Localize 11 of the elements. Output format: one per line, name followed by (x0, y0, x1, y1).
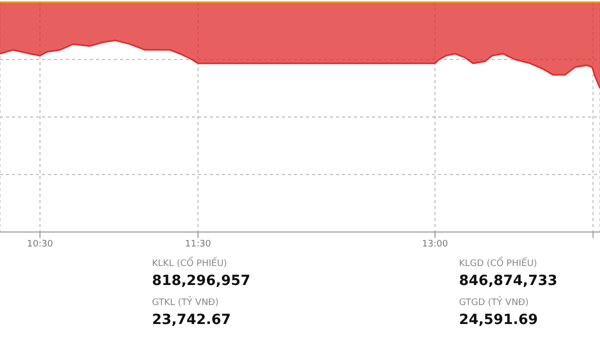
text: GTGD (TỶ VNĐ) (459, 297, 530, 310)
text: 818,296,957 (152, 272, 250, 291)
text: KLKL (CỔ PHIẾU) (152, 258, 228, 271)
text: 846,874,733 (459, 272, 558, 291)
text: GTKL (TỶ VNĐ) (152, 297, 220, 310)
x-tick-label: 13:00 (422, 239, 448, 250)
x-tick-label: 10:30 (27, 239, 54, 250)
x-tick-label: 11:30 (185, 239, 212, 250)
text: 24,591.69 (459, 311, 539, 330)
text: 23,742.67 (152, 311, 232, 330)
text: KLGD (CỔ PHIẾU) (459, 258, 538, 271)
